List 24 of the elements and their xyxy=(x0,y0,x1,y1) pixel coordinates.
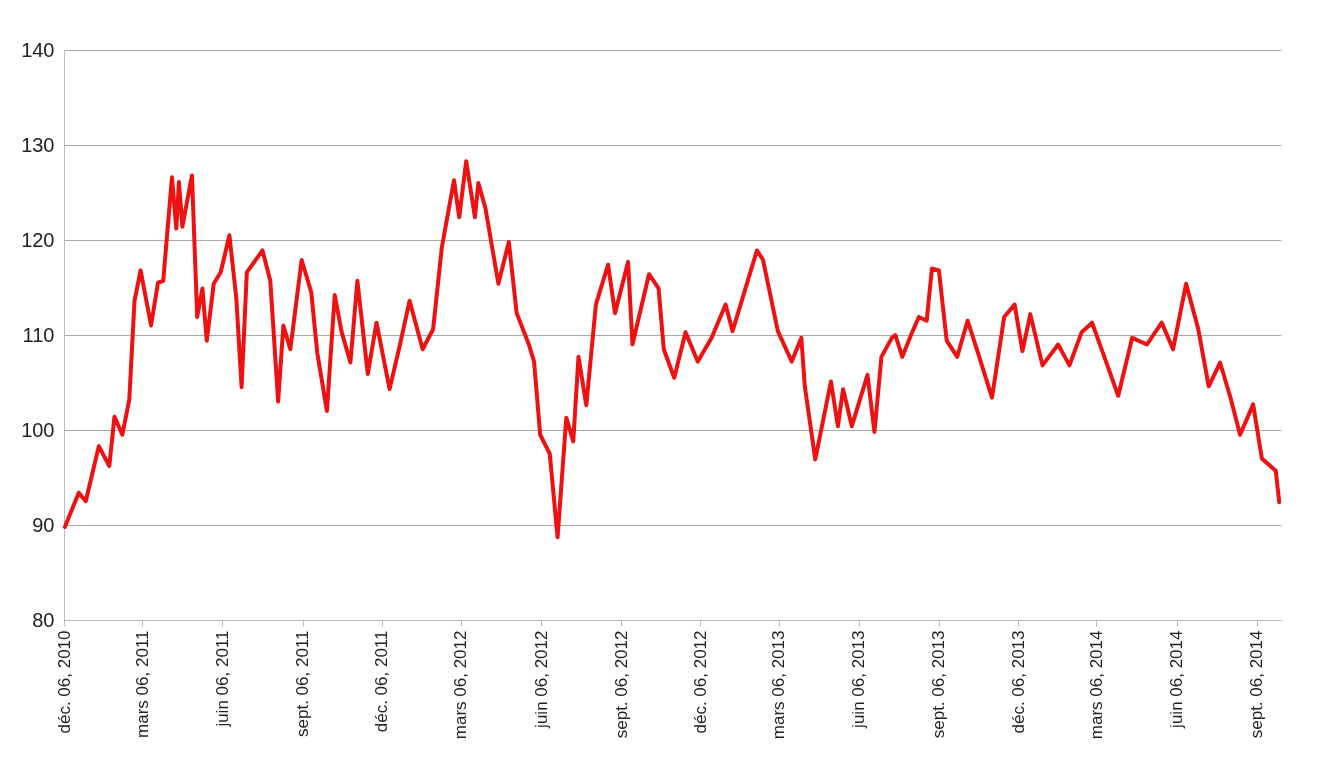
x-tick-label: juin 06, 2012 xyxy=(531,630,551,729)
x-tick-label: mars 06, 2011 xyxy=(132,630,152,738)
x-tick-label: mars 06, 2013 xyxy=(769,630,789,740)
x-tick-label: déc. 06, 2012 xyxy=(690,630,710,734)
y-tick-label: 90 xyxy=(32,513,55,536)
x-tick-label: juin 06, 2014 xyxy=(1167,630,1187,729)
x-tick-label: sept. 06, 2011 xyxy=(293,630,313,737)
y-tick-label: 110 xyxy=(22,323,55,346)
x-tick-label: déc. 06, 2011 xyxy=(372,630,392,733)
x-tick-label: sept. 06, 2014 xyxy=(1247,630,1267,739)
x-tick-label: sept. 06, 2013 xyxy=(929,630,949,739)
x-tick-label: déc. 06, 2013 xyxy=(1008,630,1028,734)
y-tick-label: 80 xyxy=(32,608,55,631)
x-tick-label: mars 06, 2014 xyxy=(1086,630,1106,740)
y-tick-label: 120 xyxy=(21,228,55,251)
line-series xyxy=(62,159,1282,540)
y-tick-label: 100 xyxy=(21,418,55,441)
y-tick-label: 130 xyxy=(21,133,55,156)
x-tick-label: juin 06, 2013 xyxy=(849,630,869,729)
x-tick-label: juin 06, 2011 xyxy=(212,630,232,728)
x-tick-label: déc. 06, 2010 xyxy=(54,630,74,734)
y-tick-label: 140 xyxy=(21,38,55,61)
x-tick-label: mars 06, 2012 xyxy=(451,630,471,740)
x-tick-label: sept. 06, 2012 xyxy=(611,630,631,739)
